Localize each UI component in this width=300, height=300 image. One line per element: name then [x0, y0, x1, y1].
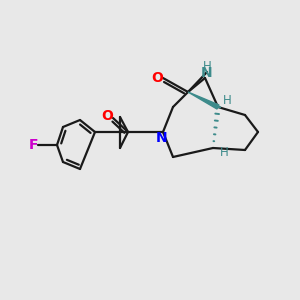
Text: H: H — [223, 94, 231, 107]
Text: H: H — [220, 146, 228, 158]
Text: O: O — [151, 71, 163, 85]
Text: N: N — [201, 66, 213, 80]
Text: N: N — [156, 131, 168, 145]
Text: O: O — [101, 109, 113, 123]
Text: F: F — [28, 138, 38, 152]
Text: H: H — [202, 61, 211, 74]
Polygon shape — [188, 92, 219, 109]
